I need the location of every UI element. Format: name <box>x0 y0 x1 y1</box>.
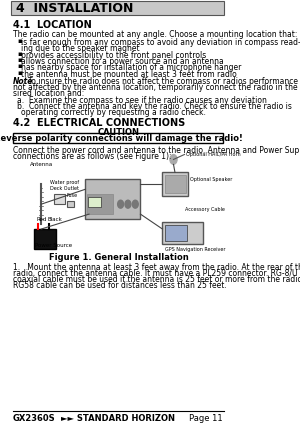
Text: Figure 1. General Installation: Figure 1. General Installation <box>49 253 188 262</box>
Text: Power Source: Power Source <box>35 244 73 249</box>
Text: Black: Black <box>47 217 62 222</box>
Bar <box>87 194 112 214</box>
Text: a.  Examine the compass to see if the radio causes any deviation: a. Examine the compass to see if the rad… <box>17 96 267 105</box>
Text: Red: Red <box>36 217 46 222</box>
Text: 4.1  LOCATION: 4.1 LOCATION <box>13 20 91 30</box>
Text: 4.2  ELECTRICAL CONNECTIONS: 4.2 ELECTRICAL CONNECTIONS <box>13 118 185 128</box>
Text: coaxial cable must be used if the antenna is 25 feet or more from the radio.: coaxial cable must be used if the antenn… <box>13 275 300 284</box>
Text: radio, connect the antenna cable. It must have a PL259 connector. RG-8/U: radio, connect the antenna cable. It mus… <box>13 269 297 278</box>
Text: 4  INSTALLATION: 4 INSTALLATION <box>16 2 133 15</box>
Text: b.  Connect the antenna and key the radio. Check to ensure the radio is: b. Connect the antenna and key the radio… <box>17 102 292 111</box>
Bar <box>163 173 188 196</box>
Text: ▪: ▪ <box>17 38 22 44</box>
Bar <box>88 197 101 207</box>
Text: ►► STANDARD HORIZON: ►► STANDARD HORIZON <box>61 414 176 423</box>
Text: the antenna must be mounted at least 3 feet from radio: the antenna must be mounted at least 3 f… <box>21 70 236 79</box>
Text: Fuse: Fuse <box>67 193 78 198</box>
Bar <box>85 179 140 219</box>
Text: Page 11: Page 11 <box>189 414 223 423</box>
Text: 1.   Mount the antenna at least 3 feet away from the radio. At the rear of the: 1. Mount the antenna at least 3 feet awa… <box>13 264 300 272</box>
Text: operating correctly by requesting a radio check.: operating correctly by requesting a radi… <box>21 108 206 117</box>
Text: connections are as follows (see Figure 1):: connections are as follows (see Figure 1… <box>13 152 171 161</box>
Bar <box>34 229 56 249</box>
Text: Note: Note <box>13 77 33 86</box>
Text: not affected by the antenna location, temporarily connect the radio in the de-: not affected by the antenna location, te… <box>13 83 300 92</box>
Text: RG58 cable can be used for distances less than 25 feet.: RG58 cable can be used for distances les… <box>13 281 226 290</box>
Circle shape <box>132 200 138 208</box>
Bar <box>67 201 74 207</box>
Text: ▪: ▪ <box>17 57 22 63</box>
Bar <box>54 194 65 204</box>
Text: CAUTION: CAUTION <box>98 128 140 137</box>
Text: Reverse polarity connections will damage the radio!: Reverse polarity connections will damage… <box>0 133 243 142</box>
Text: Water proof
Deck Outlet: Water proof Deck Outlet <box>50 181 79 191</box>
Bar <box>163 222 203 244</box>
Text: ing due to the speaker magnet: ing due to the speaker magnet <box>21 44 139 53</box>
Text: : To insure the radio does not affect the compass or radios performance is: : To insure the radio does not affect th… <box>23 77 300 86</box>
Text: allows connection to a power source and an antenna: allows connection to a power source and … <box>21 57 224 66</box>
Text: The radio can be mounted at any angle. Choose a mounting location that:: The radio can be mounted at any angle. C… <box>13 30 297 39</box>
Circle shape <box>125 200 131 208</box>
Text: is far enough from any compass to avoid any deviation in compass read-: is far enough from any compass to avoid … <box>21 38 300 47</box>
Text: GX2360S: GX2360S <box>13 414 55 423</box>
FancyBboxPatch shape <box>11 1 224 15</box>
Bar <box>165 176 186 193</box>
Text: GPS Navigation Receiver: GPS Navigation Receiver <box>165 247 225 252</box>
Text: ▪: ▪ <box>17 63 22 69</box>
Bar <box>165 225 187 241</box>
Text: Optional Speaker: Optional Speaker <box>190 177 232 182</box>
Text: Accessory Cable: Accessory Cable <box>184 207 224 212</box>
Text: has nearby space for installation of a microphone hanger: has nearby space for installation of a m… <box>21 63 241 73</box>
Text: ▪: ▪ <box>17 51 22 57</box>
Text: Connect the power cord and antenna to the radio. Antenna and Power Supply: Connect the power cord and antenna to th… <box>13 146 300 155</box>
Text: ▪: ▪ <box>17 70 22 76</box>
Text: Antenna: Antenna <box>30 162 53 167</box>
Circle shape <box>118 200 124 208</box>
Text: sired location and:: sired location and: <box>13 89 84 98</box>
Text: provides accessibility to the front panel controls: provides accessibility to the front pane… <box>21 51 206 60</box>
Circle shape <box>170 154 177 164</box>
Text: Optional HAIL/PA Horn: Optional HAIL/PA Horn <box>186 152 241 157</box>
FancyBboxPatch shape <box>13 133 223 143</box>
